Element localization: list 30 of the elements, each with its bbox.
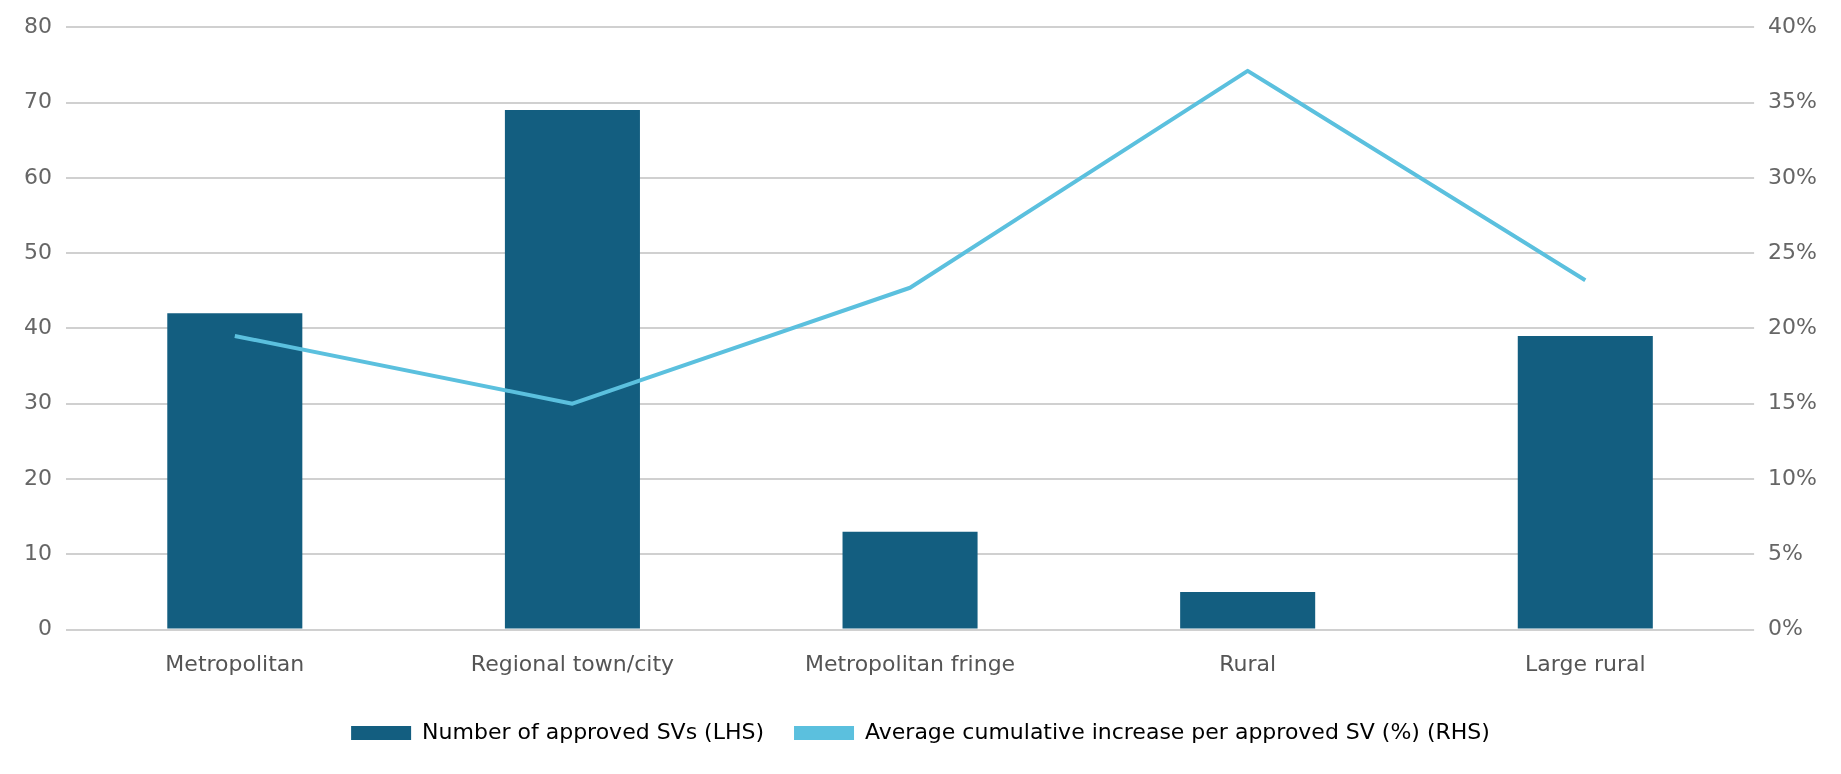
y-tick-label: 50 <box>23 238 52 264</box>
y-tick-label: 80 <box>23 12 52 38</box>
bar <box>167 313 303 629</box>
x-tick-label: Rural <box>1219 650 1277 676</box>
y2-tick-label: 0% <box>1768 615 1804 641</box>
y-tick-label: 10 <box>23 540 52 566</box>
y-tick-label: 70 <box>23 88 52 114</box>
y-tick-label: 30 <box>23 389 52 415</box>
legend-label: Average cumulative increase per approved SV (%) (RHS) <box>865 718 1490 744</box>
y-tick-label: 60 <box>23 163 52 189</box>
y-tick-label: 0 <box>37 615 52 641</box>
y2-tick-label: 35% <box>1768 88 1818 114</box>
x-tick-label: Regional town/city <box>470 650 675 676</box>
x-tick-label: Large rural <box>1525 650 1646 676</box>
y-tick-label: 40 <box>23 314 52 340</box>
y2-tick-label: 25% <box>1768 238 1818 264</box>
y2-tick-label: 20% <box>1768 314 1818 340</box>
y-tick-label: 20 <box>23 464 52 490</box>
bar <box>1517 335 1653 629</box>
x-tick-label: Metropolitan fringe <box>804 650 1016 676</box>
y2-tick-label: 15% <box>1768 389 1818 415</box>
legend-label: Number of approved SVs (LHS) <box>422 718 765 744</box>
y2-tick-label: 10% <box>1768 464 1818 490</box>
y2-tick-label: 40% <box>1768 12 1818 38</box>
x-tick-label: Metropolitan <box>165 650 305 676</box>
bar <box>1180 591 1316 629</box>
y2-tick-label: 30% <box>1768 163 1818 189</box>
bar <box>504 110 640 629</box>
y2-tick-label: 5% <box>1768 540 1804 566</box>
bar <box>842 531 978 629</box>
